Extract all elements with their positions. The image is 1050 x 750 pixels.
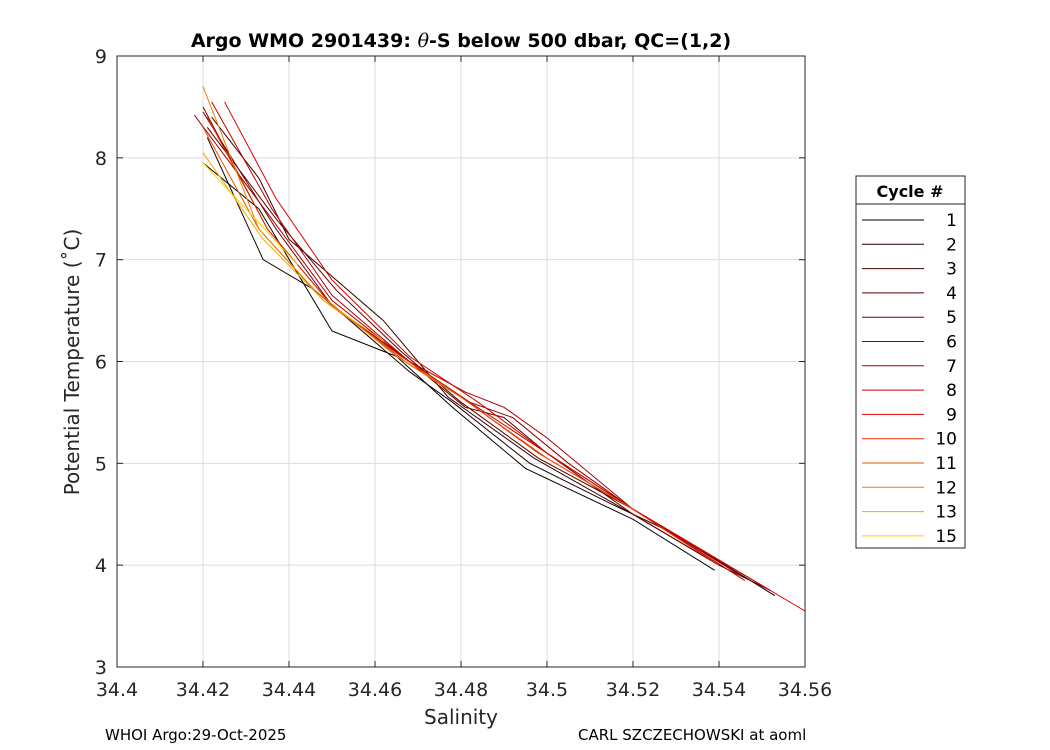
x-tick-label: 34.4: [96, 679, 138, 701]
series-line-cycle-4: [206, 126, 771, 592]
series-line-cycle-9: [224, 101, 806, 612]
y-tick-label: 6: [95, 352, 107, 374]
series-line-cycle-10: [206, 116, 720, 566]
x-tick-label: 34.56: [778, 679, 832, 701]
legend-label: 8: [946, 381, 957, 401]
chart-title: Argo WMO 2901439: θ-S below 500 dbar, QC…: [191, 30, 731, 52]
legend-label: 11: [935, 454, 957, 474]
plot-area: [193, 86, 806, 612]
legend-label: 10: [935, 430, 957, 450]
y-axis-label: Potential Temperature (˚C): [60, 229, 84, 496]
series-line-cycle-3: [211, 116, 771, 592]
x-tick-label: 34.48: [434, 679, 488, 701]
series-line-cycle-6: [202, 106, 728, 566]
y-tick-label: 5: [95, 453, 107, 475]
chart-title-suffix: -S below 500 dbar, QC=(1,2): [429, 30, 731, 52]
series-line-cycle-7: [193, 114, 741, 576]
series-line-cycle-13: [202, 152, 384, 342]
x-tick-label: 34.46: [348, 679, 402, 701]
y-tick-label: 4: [95, 555, 107, 577]
legend-label: 7: [946, 357, 957, 377]
x-axis-label: Salinity: [424, 705, 498, 729]
legend-label: 13: [935, 503, 957, 523]
chart-title-prefix: Argo WMO 2901439:: [191, 30, 418, 52]
y-tick-label: 9: [95, 46, 107, 68]
y-tick-label: 3: [95, 657, 107, 679]
series-line-cycle-15: [202, 162, 298, 266]
y-tick-label: 8: [95, 148, 107, 170]
series-line-cycle-2: [206, 137, 776, 597]
series-line-cycle-1: [202, 162, 715, 571]
x-tick-label: 34.42: [176, 679, 230, 701]
x-tick-label: 34.5: [526, 679, 568, 701]
legend-label: 6: [946, 333, 957, 353]
legend-label: 5: [946, 308, 957, 328]
y-tick-label: 7: [95, 250, 107, 272]
legend-box: [855, 175, 966, 549]
legend-label: 4: [946, 284, 957, 304]
series-line-cycle-12: [202, 86, 453, 393]
legend-label: 12: [935, 478, 957, 498]
legend-label: 3: [946, 260, 957, 280]
footer-left-text: WHOI Argo:29-Oct-2025: [105, 726, 287, 744]
x-tick-label: 34.44: [262, 679, 316, 701]
legend-title: Cycle #: [877, 182, 944, 201]
x-tick-label: 34.52: [606, 679, 660, 701]
legend-label: 1: [946, 211, 957, 231]
legend-label: 2: [946, 235, 957, 255]
x-tick-label: 34.54: [692, 679, 746, 701]
legend-label: 15: [935, 527, 957, 547]
series-line-cycle-5: [202, 111, 720, 566]
legend-label: 9: [946, 405, 957, 425]
series-line-cycle-11: [202, 127, 634, 510]
footer-right-text: CARL SZCZECHOWSKI at aoml: [578, 726, 807, 744]
series-line-cycle-8: [211, 101, 746, 581]
axis-ticks: 34.4 34.42 34.44 34.46 34.48 34.5 34.52 34.54 34…: [95, 46, 832, 701]
chart-title-theta: θ: [418, 30, 430, 52]
grid-lines: [116, 55, 806, 668]
